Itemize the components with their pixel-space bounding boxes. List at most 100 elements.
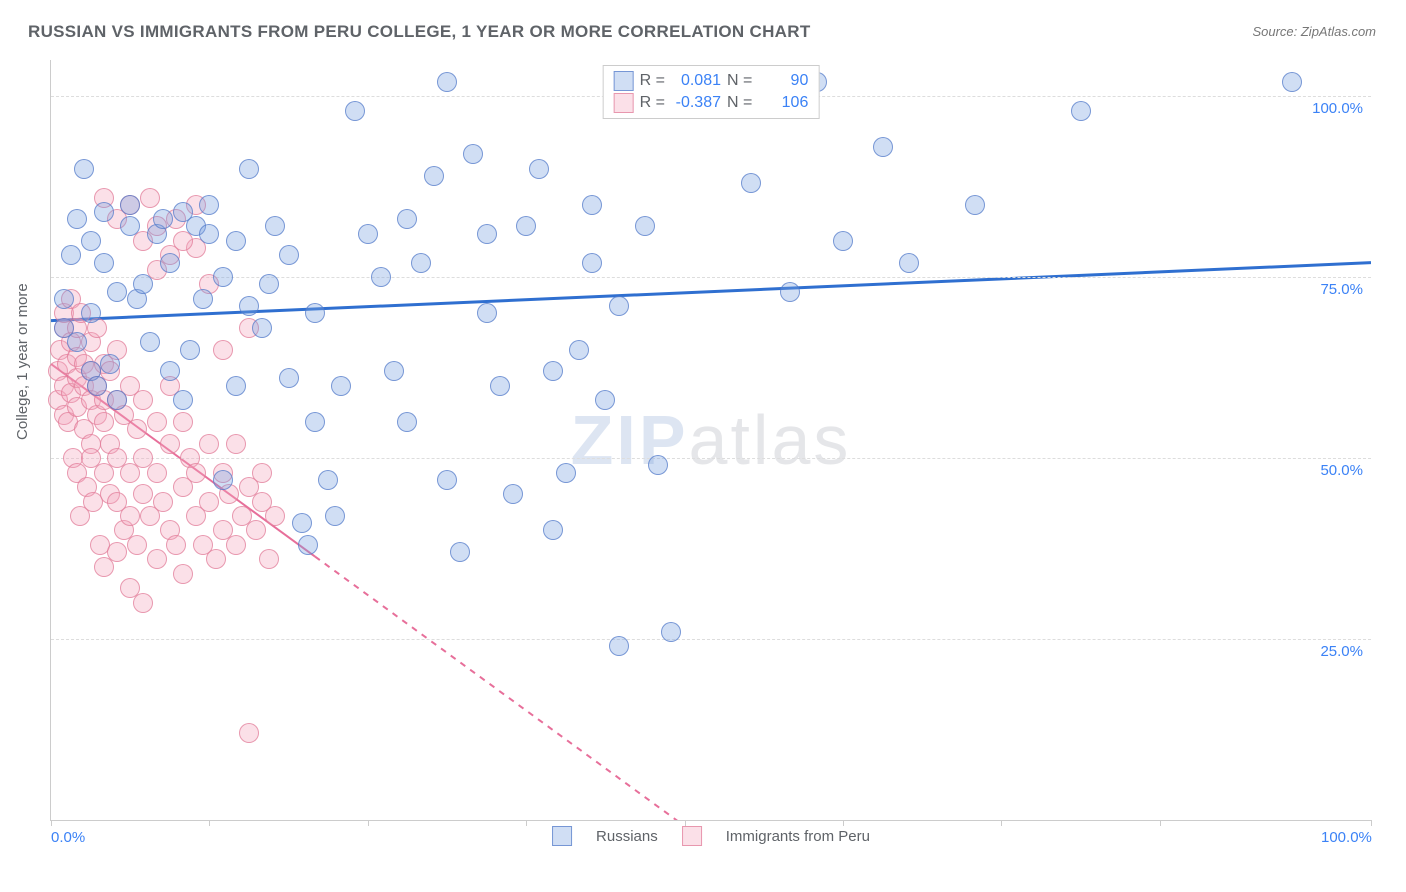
- data-point: [609, 296, 629, 316]
- data-point: [226, 535, 246, 555]
- n-value-peru: 106: [758, 92, 808, 114]
- x-tick: [209, 820, 210, 826]
- data-point: [661, 622, 681, 642]
- y-axis-label: College, 1 year or more: [14, 283, 31, 440]
- data-point: [67, 332, 87, 352]
- data-point: [153, 209, 173, 229]
- data-point: [477, 224, 497, 244]
- data-point: [120, 195, 140, 215]
- y-tick-label: 25.0%: [1320, 643, 1363, 660]
- data-point: [226, 376, 246, 396]
- data-point: [120, 578, 140, 598]
- data-point: [569, 340, 589, 360]
- y-tick-label: 75.0%: [1320, 281, 1363, 298]
- data-point: [153, 492, 173, 512]
- data-point: [252, 463, 272, 483]
- chart-title: RUSSIAN VS IMMIGRANTS FROM PERU COLLEGE,…: [28, 22, 811, 42]
- data-point: [437, 470, 457, 490]
- gridline: [51, 639, 1371, 640]
- data-point: [490, 376, 510, 396]
- swatch-russians: [614, 71, 634, 91]
- data-point: [411, 253, 431, 273]
- watermark: ZIPatlas: [571, 400, 852, 480]
- watermark-part-a: ZIP: [571, 401, 689, 479]
- r-label: R =: [640, 70, 665, 92]
- data-point: [648, 455, 668, 475]
- data-point: [265, 506, 285, 526]
- data-point: [424, 166, 444, 186]
- data-point: [345, 101, 365, 121]
- data-point: [213, 470, 233, 490]
- x-tick: [685, 820, 686, 826]
- data-point: [397, 412, 417, 432]
- r-value-peru: -0.387: [671, 92, 721, 114]
- data-point: [147, 463, 167, 483]
- data-point: [833, 231, 853, 251]
- data-point: [318, 470, 338, 490]
- x-tick: [526, 820, 527, 826]
- data-point: [180, 340, 200, 360]
- data-point: [259, 549, 279, 569]
- data-point: [397, 209, 417, 229]
- data-point: [226, 434, 246, 454]
- data-point: [239, 723, 259, 743]
- data-point: [358, 224, 378, 244]
- data-point: [127, 535, 147, 555]
- data-point: [199, 492, 219, 512]
- data-point: [595, 390, 615, 410]
- gridline: [51, 277, 1371, 278]
- data-point: [140, 188, 160, 208]
- data-point: [173, 564, 193, 584]
- data-point: [384, 361, 404, 381]
- data-point: [325, 506, 345, 526]
- data-point: [556, 463, 576, 483]
- data-point: [305, 412, 325, 432]
- data-point: [437, 72, 457, 92]
- swatch-peru-bottom: [682, 826, 702, 846]
- data-point: [160, 434, 180, 454]
- data-point: [199, 195, 219, 215]
- data-point: [503, 484, 523, 504]
- data-point: [1282, 72, 1302, 92]
- data-point: [292, 513, 312, 533]
- data-point: [213, 340, 233, 360]
- x-tick: [51, 820, 52, 826]
- legend-label-peru: Immigrants from Peru: [726, 828, 870, 845]
- data-point: [107, 390, 127, 410]
- data-point: [199, 434, 219, 454]
- data-point: [127, 419, 147, 439]
- r-label: R =: [640, 92, 665, 114]
- data-point: [371, 267, 391, 287]
- data-point: [120, 216, 140, 236]
- data-point: [259, 274, 279, 294]
- data-point: [74, 159, 94, 179]
- data-point: [298, 535, 318, 555]
- x-tick: [843, 820, 844, 826]
- legend-row-peru: R = -0.387 N = 106: [614, 92, 809, 114]
- data-point: [226, 231, 246, 251]
- data-point: [94, 253, 114, 273]
- trendline: [315, 557, 1371, 820]
- data-point: [173, 412, 193, 432]
- data-point: [239, 296, 259, 316]
- data-point: [252, 318, 272, 338]
- series-legend: Russians Immigrants from Peru: [552, 826, 870, 846]
- data-point: [133, 274, 153, 294]
- data-point: [81, 231, 101, 251]
- x-tick: [1371, 820, 1372, 826]
- watermark-part-b: atlas: [689, 401, 852, 479]
- data-point: [147, 412, 167, 432]
- correlation-legend: R = 0.081 N = 90 R = -0.387 N = 106: [603, 65, 820, 119]
- x-tick: [1001, 820, 1002, 826]
- data-point: [173, 390, 193, 410]
- data-point: [543, 520, 563, 540]
- data-point: [67, 209, 87, 229]
- data-point: [193, 289, 213, 309]
- data-point: [94, 202, 114, 222]
- data-point: [780, 282, 800, 302]
- scatter-plot: ZIPatlas R = 0.081 N = 90 R = -0.387 N =…: [50, 60, 1371, 821]
- data-point: [873, 137, 893, 157]
- x-tick-label: 0.0%: [51, 829, 85, 846]
- data-point: [120, 506, 140, 526]
- data-point: [133, 390, 153, 410]
